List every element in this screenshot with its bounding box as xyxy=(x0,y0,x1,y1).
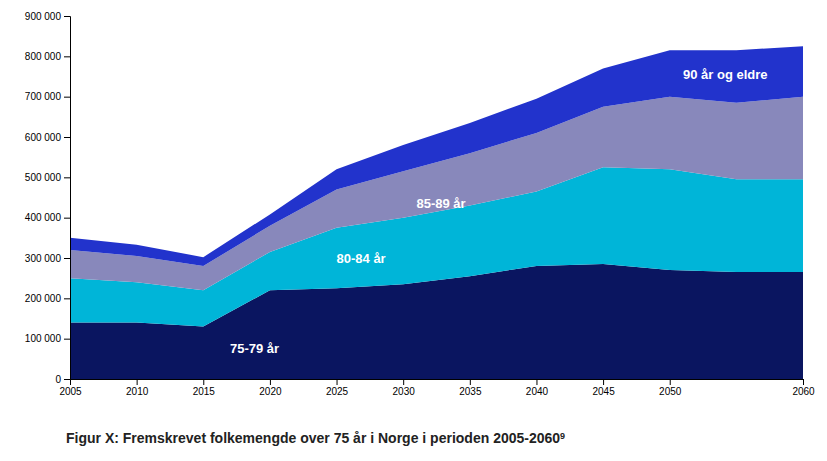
tick: 2015 xyxy=(193,379,216,397)
tick-mark xyxy=(603,379,604,385)
tick: 2025 xyxy=(326,379,349,397)
tick: 600 000 xyxy=(25,132,70,143)
tick-label: 600 000 xyxy=(25,132,62,143)
tick-label: 2005 xyxy=(59,386,82,397)
tick-mark xyxy=(137,379,138,385)
tick-label: 2060 xyxy=(792,386,815,397)
axis-line xyxy=(64,17,71,380)
tick: 2040 xyxy=(526,379,549,397)
tick-label: 2030 xyxy=(393,386,416,397)
tick: 900 000 xyxy=(25,11,70,22)
tick-label: 2025 xyxy=(326,386,349,397)
tick-mark xyxy=(337,379,338,385)
annotations: 75-79 år 80-84 år 85-89 år 90 år og eldre xyxy=(230,67,768,356)
tick: 100 000 xyxy=(25,333,70,344)
tick-label: 2015 xyxy=(193,386,216,397)
tick-mark xyxy=(64,137,70,138)
tick: 2005 xyxy=(59,379,82,397)
annotation: 85-89 år xyxy=(417,196,466,211)
tick: 2060 xyxy=(792,379,815,397)
tick-mark xyxy=(803,379,804,385)
chart: 2005 2010 2015 2020 2025 2030 2035 2040 2045 2050… xyxy=(0,0,827,461)
tick-mark xyxy=(670,379,671,385)
tick-mark xyxy=(536,379,537,385)
tick: 2045 xyxy=(592,379,615,397)
tick-mark xyxy=(64,258,70,259)
tick-label: 2045 xyxy=(592,386,615,397)
tick-mark xyxy=(64,298,70,299)
tick-mark xyxy=(64,16,70,17)
x-axis: 2005 2010 2015 2020 2025 2030 2035 2040 2045 2050… xyxy=(59,379,815,397)
title-superscript: 9 xyxy=(560,431,565,441)
tick-label: 100 000 xyxy=(25,333,62,344)
tick-label: 800 000 xyxy=(25,51,62,62)
tick-mark xyxy=(64,218,70,219)
tick: 0 xyxy=(55,374,70,385)
tick-label: 900 000 xyxy=(25,11,62,22)
y-axis: 0 100 000 200 000 300 000 400 000 500 000 600 … xyxy=(25,11,71,385)
title-text: Figur X: Fremskrevet folkemengde over 75… xyxy=(66,430,560,446)
tick: 2050 xyxy=(659,379,682,397)
tick-label: 500 000 xyxy=(25,172,62,183)
tick-label: 2040 xyxy=(526,386,549,397)
tick-mark xyxy=(64,56,70,57)
tick-label: 2050 xyxy=(659,386,682,397)
tick-mark xyxy=(64,339,70,340)
tick-label: 300 000 xyxy=(25,253,62,264)
tick: 300 000 xyxy=(25,253,70,264)
tick: 500 000 xyxy=(25,172,70,183)
tick-label: 2035 xyxy=(459,386,482,397)
tick: 400 000 xyxy=(25,212,70,223)
tick-mark xyxy=(64,177,70,178)
tick-label: 200 000 xyxy=(25,293,62,304)
tick: 2030 xyxy=(393,379,416,397)
tick: 2035 xyxy=(459,379,482,397)
annotation: 80-84 år xyxy=(337,251,386,266)
tick-mark xyxy=(470,379,471,385)
tick: 2010 xyxy=(126,379,149,397)
tick-mark xyxy=(64,379,70,380)
areas xyxy=(70,46,803,379)
tick-label: 2020 xyxy=(259,386,282,397)
tick-label: 0 xyxy=(55,374,61,385)
tick-label: 700 000 xyxy=(25,91,62,102)
axis-line xyxy=(71,380,804,386)
tick-mark xyxy=(64,97,70,98)
annotation: 90 år og eldre xyxy=(683,67,768,82)
area xyxy=(70,46,803,266)
tick-mark xyxy=(403,379,404,385)
title: Figur X: Fremskrevet folkemengde over 75… xyxy=(66,430,565,446)
plot-area: 2005 2010 2015 2020 2025 2030 2035 2040 2045 2050… xyxy=(25,11,815,397)
tick: 2020 xyxy=(259,379,282,397)
tick: 800 000 xyxy=(25,51,70,62)
tick-label: 400 000 xyxy=(25,212,62,223)
tick: 200 000 xyxy=(25,293,70,304)
tick-label: 2010 xyxy=(126,386,149,397)
tick: 700 000 xyxy=(25,91,70,102)
tick-mark xyxy=(270,379,271,385)
annotation: 75-79 år xyxy=(230,341,279,356)
tick-mark xyxy=(203,379,204,385)
